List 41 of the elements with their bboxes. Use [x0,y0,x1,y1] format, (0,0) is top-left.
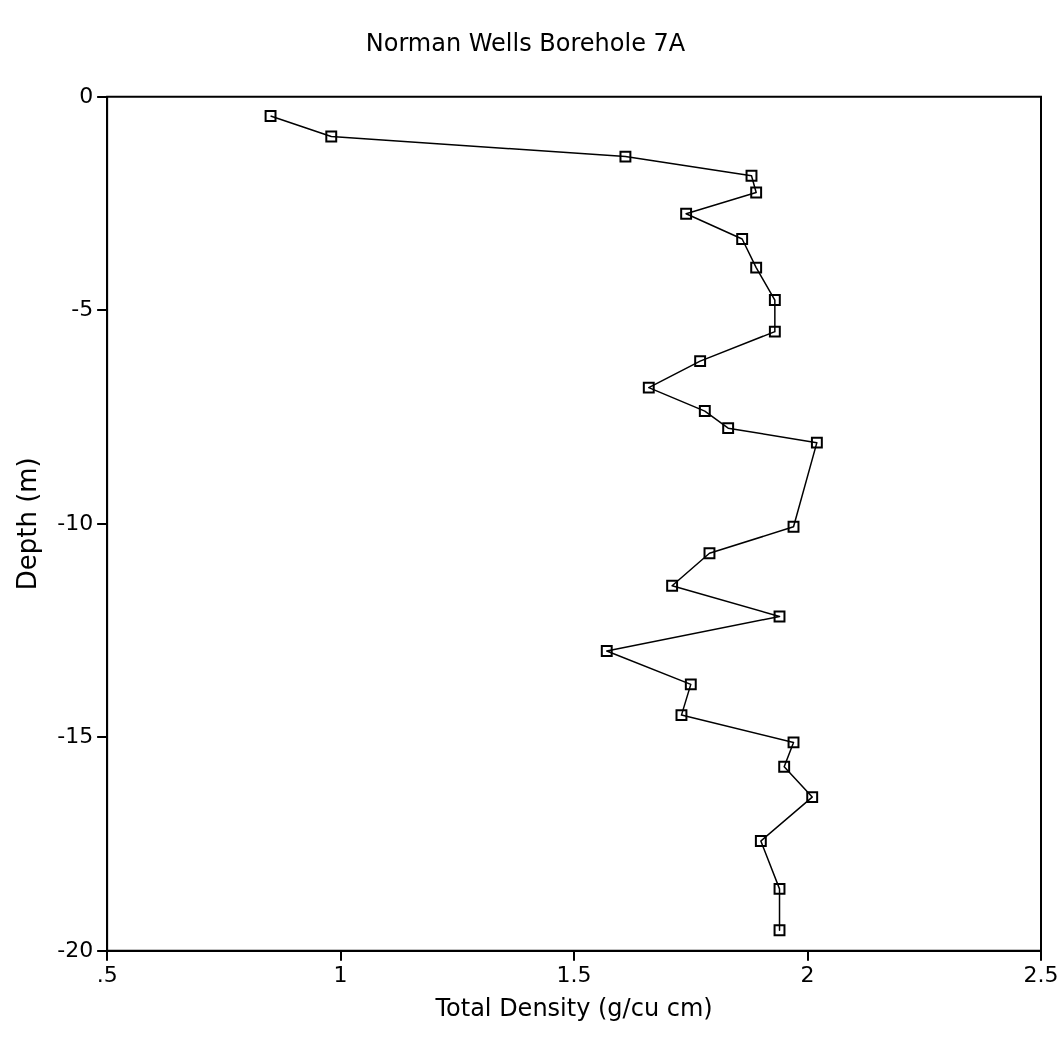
chart-title: Norman Wells Borehole 7A [365,28,686,57]
point [680,207,693,220]
point [703,547,716,560]
y-tick-label: -20 [57,936,94,962]
x-axis-title: Total Density (g/cu cm) [434,993,713,1022]
y-axis-title: Depth (m) [12,457,43,591]
x-tick-label: 1 [333,961,348,987]
point [773,924,786,937]
y-tick-label: -5 [71,296,94,322]
point [619,150,632,163]
point [736,233,749,245]
point [768,325,781,338]
point [698,405,711,418]
point [675,709,688,722]
point [325,130,338,143]
point [600,645,613,657]
point [750,261,763,274]
point [778,760,791,773]
point [750,186,763,199]
point [745,169,758,182]
point [722,422,735,435]
x-tick-label: 2 [800,961,815,987]
point [810,436,823,449]
y-tick-label: -15 [57,723,94,749]
point [666,579,679,592]
x-tick-label: .5 [96,961,118,987]
point [787,736,800,749]
point [787,520,800,533]
point [684,678,697,691]
point [754,835,767,848]
x-tick-label: 2.5 [1023,961,1059,987]
y-tick-label: -10 [57,509,94,535]
point [642,381,655,394]
point [773,882,786,895]
y-tick-label: 0 [79,82,94,108]
point [264,110,277,122]
x-tick-label: 1.5 [556,961,592,987]
point [694,355,707,368]
point [806,791,819,804]
point [768,294,781,306]
point [773,610,786,623]
